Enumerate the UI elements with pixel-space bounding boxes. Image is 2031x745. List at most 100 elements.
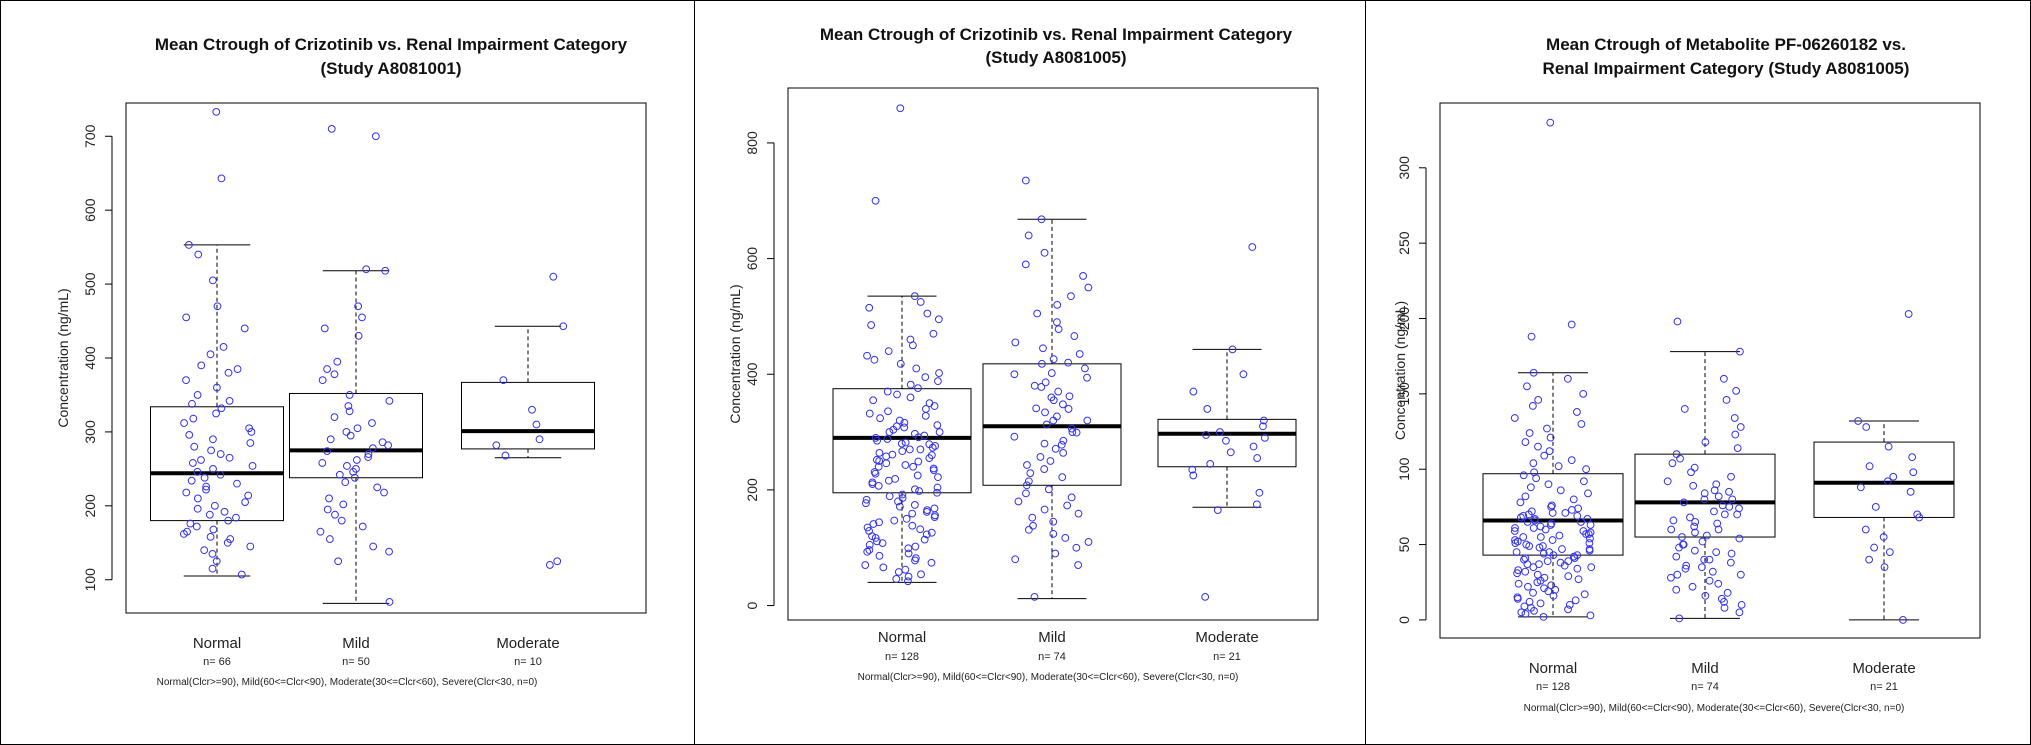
data-point — [333, 357, 342, 366]
data-point — [908, 521, 917, 530]
data-point — [339, 500, 348, 509]
data-point — [1053, 300, 1062, 309]
data-point — [929, 329, 938, 338]
data-point — [1059, 400, 1067, 409]
data-point — [368, 444, 377, 453]
data-point — [385, 547, 393, 556]
chart-title-line-1: Mean Ctrough of Crizotinib vs. Renal Imp… — [155, 35, 628, 54]
data-point — [1067, 292, 1075, 301]
data-point — [874, 462, 883, 471]
data-point — [1672, 585, 1681, 594]
data-point — [871, 469, 880, 478]
data-point — [1065, 392, 1074, 401]
data-point — [1541, 525, 1550, 534]
data-point — [1722, 395, 1731, 404]
data-point — [908, 509, 917, 518]
y-tick-label: 600 — [82, 198, 98, 222]
data-point — [1533, 578, 1542, 587]
data-point — [884, 347, 893, 356]
n-label: n= 74 — [1038, 651, 1066, 663]
data-point — [209, 435, 217, 444]
plot-frame — [787, 87, 1319, 621]
data-point — [1524, 510, 1533, 519]
data-point — [933, 488, 941, 497]
data-point — [1899, 616, 1907, 624]
data-point — [1059, 448, 1068, 457]
data-point — [209, 464, 217, 473]
data-point — [893, 390, 901, 399]
data-point — [916, 445, 925, 454]
data-point — [345, 391, 354, 399]
data-point — [1064, 405, 1073, 413]
data-point — [1586, 611, 1595, 620]
data-point — [197, 456, 205, 464]
box-moderate — [1813, 310, 1955, 624]
data-point — [343, 462, 351, 470]
box-normal — [1482, 118, 1624, 621]
data-point — [902, 514, 911, 523]
data-point — [1690, 546, 1699, 555]
data-point — [912, 364, 921, 373]
x-category-label: Mild — [1038, 629, 1066, 646]
data-point — [1865, 462, 1874, 471]
data-point — [911, 542, 920, 551]
data-point — [1679, 498, 1688, 507]
data-point — [1728, 495, 1737, 504]
data-point — [1555, 531, 1564, 540]
data-point — [1548, 536, 1557, 544]
data-point — [1534, 395, 1543, 404]
data-point — [910, 501, 919, 509]
data-point — [192, 522, 201, 531]
data-point — [1679, 540, 1688, 549]
data-point — [501, 451, 510, 460]
data-point — [1521, 438, 1530, 446]
data-point — [862, 495, 871, 504]
data-point — [874, 481, 883, 490]
data-point — [863, 547, 872, 556]
data-point — [1736, 423, 1745, 431]
data-point — [325, 535, 334, 543]
y-tick-label: 700 — [82, 124, 98, 148]
data-point — [901, 438, 910, 447]
data-point — [1523, 518, 1532, 526]
data-point — [1700, 555, 1709, 564]
data-point — [1051, 444, 1060, 453]
data-point — [1667, 525, 1676, 534]
data-point — [915, 487, 923, 495]
data-point — [216, 450, 225, 458]
data-point — [1556, 486, 1565, 495]
data-point — [1528, 402, 1537, 410]
data-point — [934, 377, 942, 386]
data-point — [1720, 603, 1729, 612]
data-point — [240, 324, 249, 333]
data-point — [927, 451, 936, 460]
data-point — [1024, 231, 1033, 240]
data-point — [188, 399, 196, 408]
data-point — [1024, 525, 1033, 534]
data-point — [1202, 431, 1210, 439]
data-point — [247, 428, 256, 436]
data-point — [213, 302, 222, 311]
data-point — [1511, 536, 1519, 544]
data-point — [1072, 428, 1081, 437]
n-label: n= 128 — [885, 651, 919, 663]
n-label: n= 128 — [1536, 681, 1570, 693]
data-point — [1700, 495, 1709, 504]
data-point — [1586, 534, 1594, 543]
data-point — [929, 466, 938, 475]
y-tick-label: 100 — [1396, 457, 1412, 481]
data-point — [934, 473, 942, 482]
data-point — [913, 471, 922, 480]
data-point — [358, 522, 367, 531]
data-point — [910, 292, 919, 301]
data-point — [1189, 387, 1198, 396]
data-point — [1871, 502, 1880, 511]
data-point — [922, 507, 931, 516]
data-point — [1584, 530, 1593, 538]
data-point — [1540, 451, 1549, 460]
data-point — [208, 564, 217, 573]
data-point — [362, 265, 371, 274]
data-point — [1563, 374, 1572, 383]
data-point — [1074, 509, 1083, 518]
data-point — [884, 476, 893, 485]
